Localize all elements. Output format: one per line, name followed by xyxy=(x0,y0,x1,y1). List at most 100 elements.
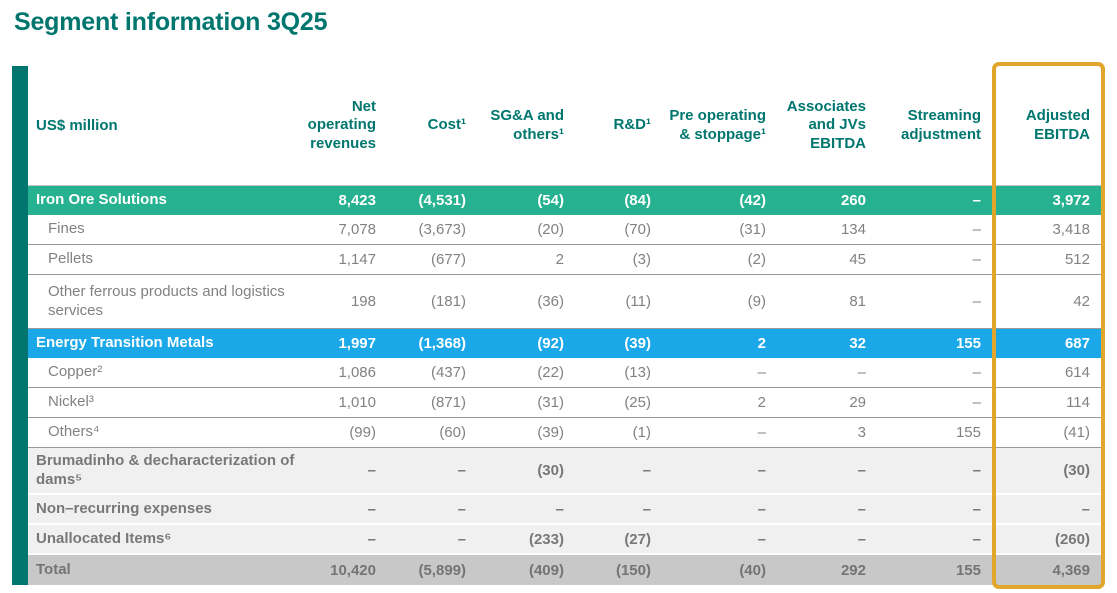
page-title: Segment information 3Q25 xyxy=(14,8,328,36)
cell-revenues: 1,010 xyxy=(338,394,376,411)
cell-associates: – xyxy=(857,462,866,479)
cell-cost: – xyxy=(457,462,466,479)
cell-sga: 2 xyxy=(555,251,564,268)
table-row-copper: Copper² 1,086 (437) (22) (13) – – – 614 xyxy=(28,358,1104,388)
cell-cost: (677) xyxy=(430,251,466,268)
cell-associates: – xyxy=(857,530,866,548)
table-row-others: Others⁴ (99) (60) (39) (1) – 3 155 (41) xyxy=(28,418,1104,448)
cell-cost: – xyxy=(457,530,466,548)
cell-streaming: – xyxy=(972,500,981,518)
column-header-streaming-adjustment: Streaming adjustment xyxy=(900,107,981,143)
cell-revenues: 10,420 xyxy=(330,561,376,579)
table-row-iron-ore-solutions: Iron Ore Solutions 8,423 (4,531) (54) (8… xyxy=(28,186,1104,215)
cell-streaming: 155 xyxy=(955,335,981,352)
cell-cost: (871) xyxy=(430,394,466,411)
cell-streaming: – xyxy=(972,364,981,381)
table-row-unallocated-items: Unallocated Items⁶ – – (233) (27) – – – … xyxy=(28,525,1104,555)
cell-associates: – xyxy=(857,500,866,518)
table-row-fines: Fines 7,078 (3,673) (20) (70) (31) 134 –… xyxy=(28,215,1104,245)
row-label: Others⁴ xyxy=(48,423,100,441)
cell-streaming: 155 xyxy=(955,561,981,579)
cell-revenues: – xyxy=(367,462,376,479)
cell-rd: (70) xyxy=(624,221,651,238)
cell-revenues: 1,997 xyxy=(338,335,376,352)
row-label: Copper² xyxy=(48,363,103,381)
cell-adjusted-ebitda: 42 xyxy=(1073,293,1090,310)
cell-revenues: 8,423 xyxy=(338,192,376,209)
row-label: Non–recurring expenses xyxy=(36,499,212,517)
cell-preop: (9) xyxy=(747,293,766,310)
cell-preop: – xyxy=(757,500,766,518)
cell-revenues: 7,078 xyxy=(338,221,376,238)
cell-sga: – xyxy=(555,500,564,518)
cell-associates: 3 xyxy=(857,424,866,441)
table-row-nickel: Nickel³ 1,010 (871) (31) (25) 2 29 – 114 xyxy=(28,388,1104,418)
cell-associates: 81 xyxy=(849,293,866,310)
row-label: Energy Transition Metals xyxy=(36,334,214,352)
row-label: Brumadinho & decharacterization of dams⁵ xyxy=(36,451,295,488)
row-label: Iron Ore Solutions xyxy=(36,191,167,209)
cell-streaming: – xyxy=(972,293,981,310)
unit-label: US$ million xyxy=(36,117,118,134)
cell-rd: (84) xyxy=(624,192,651,209)
row-label: Other ferrous products and logistics ser… xyxy=(48,282,285,319)
cell-associates: 45 xyxy=(849,251,866,268)
left-accent-bar xyxy=(12,66,28,585)
column-header-pre-operating-stoppage: Pre operating & stoppage¹ xyxy=(669,107,766,143)
cell-sga: (20) xyxy=(537,221,564,238)
table-row-brumadinho: Brumadinho & decharacterization of dams⁵… xyxy=(28,448,1104,495)
table-row-total: Total 10,420 (5,899) (409) (150) (40) 29… xyxy=(28,555,1104,585)
cell-adjusted-ebitda: 687 xyxy=(1064,335,1090,352)
cell-rd: – xyxy=(642,462,651,479)
cell-cost: (1,368) xyxy=(418,335,466,352)
column-header-sga-and-others: SG&A and others¹ xyxy=(490,107,564,143)
table-grid: US$ million Net operating revenues Cost¹… xyxy=(28,66,1104,585)
cell-revenues: 1,086 xyxy=(338,364,376,381)
cell-adjusted-ebitda: – xyxy=(1081,500,1090,518)
cell-streaming: – xyxy=(972,221,981,238)
cell-cost: (5,899) xyxy=(418,561,466,579)
cell-streaming: – xyxy=(972,462,981,479)
cell-preop: (2) xyxy=(747,251,766,268)
cell-adjusted-ebitda: 4,369 xyxy=(1052,561,1090,579)
cell-preop: – xyxy=(757,364,766,381)
cell-streaming: – xyxy=(972,192,981,209)
cell-rd: (11) xyxy=(625,293,651,310)
cell-streaming: 155 xyxy=(955,424,981,441)
column-header-cost: Cost¹ xyxy=(427,116,466,134)
table-row-other-ferrous: Other ferrous products and logistics ser… xyxy=(28,275,1104,329)
cell-adjusted-ebitda: 614 xyxy=(1064,364,1090,381)
cell-adjusted-ebitda: (260) xyxy=(1054,530,1090,548)
cell-preop: 2 xyxy=(757,335,766,352)
row-label: Nickel³ xyxy=(48,393,94,411)
column-header-adjusted-ebitda: Adjusted EBITDA xyxy=(1025,107,1090,143)
row-label: Fines xyxy=(48,220,85,238)
cell-rd: (1) xyxy=(632,424,651,441)
table-row-non-recurring-expenses: Non–recurring expenses – – – – – – – – xyxy=(28,495,1104,525)
cell-rd: (13) xyxy=(624,364,651,381)
cell-associates: 134 xyxy=(840,221,866,238)
row-label: Unallocated Items⁶ xyxy=(36,529,172,547)
cell-revenues: – xyxy=(367,500,376,518)
cell-revenues: 198 xyxy=(350,293,376,310)
cell-sga: (31) xyxy=(537,394,564,411)
cell-cost: (181) xyxy=(430,293,466,310)
cell-sga: (233) xyxy=(528,530,564,548)
table-row-pellets: Pellets 1,147 (677) 2 (3) (2) 45 – 512 xyxy=(28,245,1104,275)
cell-associates: 32 xyxy=(849,335,866,352)
cell-preop: – xyxy=(757,424,766,441)
cell-cost: – xyxy=(457,500,466,518)
row-label: Pellets xyxy=(48,250,94,268)
cell-cost: (3,673) xyxy=(418,221,466,238)
cell-streaming: – xyxy=(972,394,981,411)
column-header-rd: R&D¹ xyxy=(613,116,652,134)
cell-associates: 29 xyxy=(849,394,866,411)
cell-cost: (4,531) xyxy=(418,192,466,209)
cell-preop: – xyxy=(757,530,766,548)
cell-rd: (3) xyxy=(632,251,651,268)
cell-rd: (27) xyxy=(624,530,651,548)
cell-cost: (437) xyxy=(430,364,466,381)
cell-cost: (60) xyxy=(439,424,466,441)
cell-preop: 2 xyxy=(757,394,766,411)
